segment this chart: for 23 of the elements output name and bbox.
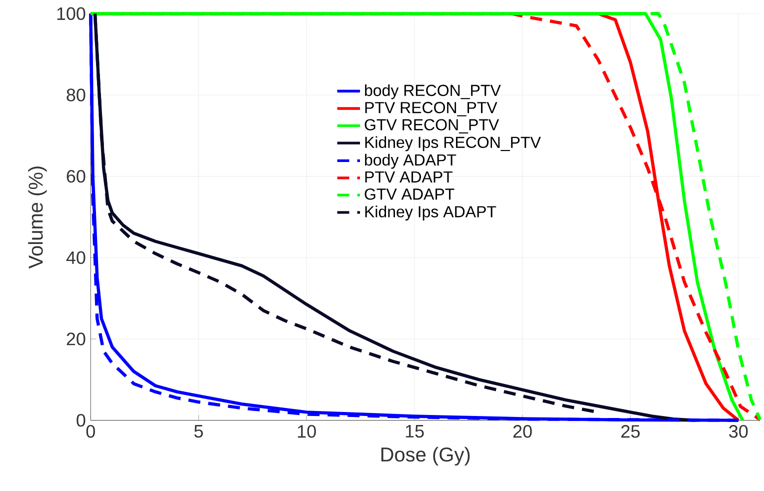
legend-label: PTV ADAPT [365,171,453,182]
y-tick-label: 0 [76,414,86,427]
x-tick-label: 0 [86,425,95,438]
y-tick-label: 60 [66,170,86,183]
legend-label: Kidney Ips RECON_PTV [365,136,541,152]
x-tick-label: 10 [298,425,316,438]
legend-label: GTV RECON_PTV [364,119,500,134]
y-tick-label: 40 [66,251,86,264]
y-tick-label: 100 [57,7,86,20]
x-tick-label: 30 [729,425,748,438]
x-tick-label: 25 [621,425,640,438]
y-axis-title: Volume (%) [28,166,47,269]
legend-label: body ADAPT [365,154,456,169]
x-axis-title: Dose (Gy) [381,446,470,466]
legend-label: GTV ADAPT [364,188,454,200]
x-tick-label: 5 [194,425,203,438]
x-tick-label: 15 [406,425,424,438]
legend-label: body RECON_PTV [365,84,501,100]
legend-label: PTV RECON_PTV [365,102,498,116]
y-tick-label: 80 [66,88,86,102]
x-tick-label: 20 [513,425,532,438]
legend-label: Kidney Ips ADAPT [365,206,496,221]
y-tick-label: 20 [66,332,86,346]
